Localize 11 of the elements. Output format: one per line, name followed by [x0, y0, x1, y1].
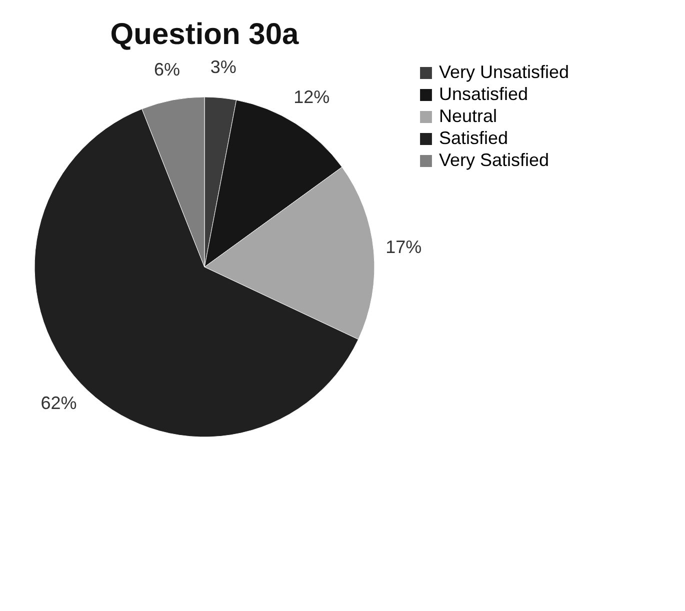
legend-label: Very Satisfied	[439, 150, 550, 170]
legend-label: Satisfied	[439, 128, 508, 148]
legend-label: Very Unsatisfied	[439, 62, 570, 82]
data-label: 6%	[154, 60, 180, 80]
data-label: 62%	[40, 392, 77, 413]
chart-title: Question 30a	[110, 18, 300, 51]
data-label: 17%	[386, 237, 422, 258]
legend-label: Unsatisfied	[439, 84, 528, 104]
legend-label: Neutral	[439, 106, 498, 126]
data-label: 12%	[294, 87, 330, 108]
data-label: 3%	[210, 56, 236, 77]
